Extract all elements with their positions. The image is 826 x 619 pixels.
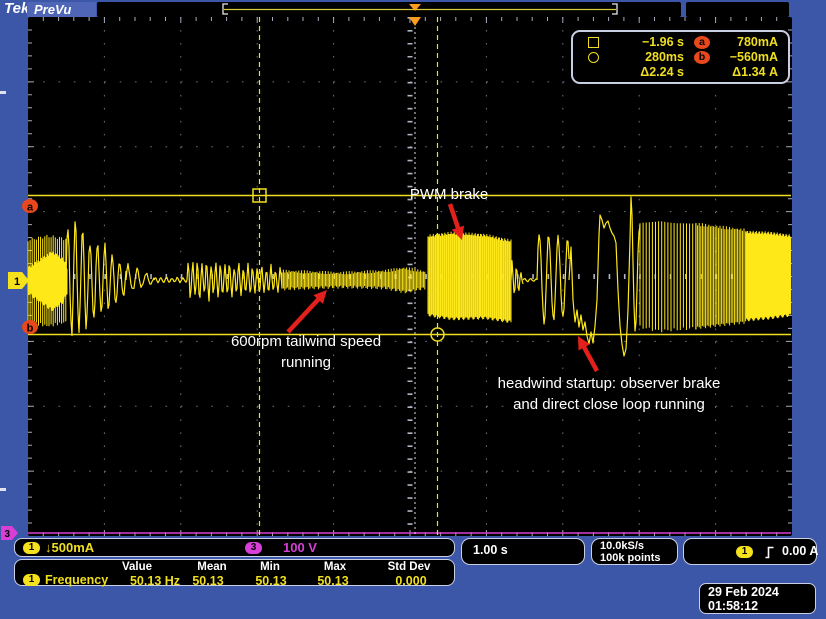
meas-row-value: 50.13 Hz bbox=[129, 574, 181, 588]
cursor-1-square-marker[interactable] bbox=[252, 188, 267, 203]
record-right-bracket bbox=[612, 3, 618, 15]
annotation-arrow bbox=[581, 344, 599, 373]
meas-header-min: Min bbox=[260, 561, 280, 573]
frame-tick-top bbox=[0, 91, 6, 94]
cursor-2-circle-marker[interactable] bbox=[430, 327, 445, 342]
ch1-trace bbox=[65, 196, 641, 357]
trigger-t-marker-icon bbox=[409, 17, 421, 26]
cursor-b-readout-badge: b bbox=[694, 51, 710, 64]
meas-row-name: Frequency bbox=[45, 573, 109, 587]
record-left-bracket bbox=[222, 3, 228, 15]
ch1-scale-readout[interactable]: ↓500mA bbox=[45, 540, 95, 555]
ch3-badge[interactable]: 3 bbox=[245, 542, 262, 554]
meas-header-mean: Mean bbox=[197, 561, 227, 573]
horizontal-scale-box[interactable]: 1.00 s bbox=[461, 538, 585, 565]
cursor-b-badge-label: b bbox=[27, 323, 34, 335]
sample-rate-readout: 10.0kS/s bbox=[600, 540, 645, 552]
ch1-position-marker[interactable] bbox=[8, 272, 29, 289]
annotation-pwm-brake: PWM brake bbox=[409, 186, 489, 203]
annotation-tailwind: 600rpm tailwind speed running bbox=[212, 331, 400, 373]
frame-tick-bottom bbox=[0, 488, 6, 491]
cursor-readout-box: −1.96 s a 780mA 280ms b −560mA Δ2.24 s Δ… bbox=[571, 30, 790, 84]
meas-row-ch-badge: 1 bbox=[23, 574, 40, 586]
cursor-b-value: −560mA bbox=[729, 50, 778, 64]
trigger-level-readout: 0.00 A bbox=[782, 544, 819, 558]
rising-edge-icon bbox=[765, 546, 774, 559]
cursor-a-badge-label: a bbox=[27, 202, 34, 214]
cursor-a-badge bbox=[22, 199, 38, 213]
cursor-2-time: 280ms bbox=[645, 50, 684, 64]
cursor-a-value: 780mA bbox=[737, 35, 778, 49]
record-trigger-marker-icon bbox=[409, 4, 421, 11]
ch3-position-marker[interactable] bbox=[1, 526, 18, 540]
tek-logo: Tek bbox=[4, 0, 30, 17]
datetime-box: 29 Feb 2024 01:58:12 bbox=[699, 583, 816, 614]
meas-row-mean: 50.13 bbox=[192, 574, 224, 588]
cursor-delta-time: Δ2.24 s bbox=[640, 65, 684, 79]
meas-header-max: Max bbox=[323, 561, 347, 573]
meas-header-stddev: Std Dev bbox=[387, 561, 431, 573]
annotation-headwind-line2: and direct close loop running bbox=[513, 396, 705, 413]
annotation-arrow bbox=[447, 203, 461, 231]
cursor-1-square-icon bbox=[588, 37, 599, 48]
annotation-arrowhead-icon bbox=[451, 225, 465, 240]
cursor-b-badge bbox=[22, 320, 38, 334]
acquisition-box[interactable]: 10.0kS/s 100k points bbox=[591, 538, 678, 565]
trigger-box[interactable]: 1 0.00 A bbox=[683, 538, 819, 565]
channel-scale-bar: 1 ↓500mA 3 100 V bbox=[14, 538, 455, 557]
cursor-2-circle-icon bbox=[588, 52, 599, 63]
ch1-position-marker-label: 1 bbox=[14, 276, 20, 288]
top-right-strip bbox=[686, 2, 789, 17]
date-readout: 29 Feb 2024 bbox=[708, 585, 779, 599]
cursor-a-readout-badge: a bbox=[694, 36, 710, 49]
meas-row-max: 50.13 bbox=[317, 574, 349, 588]
ch3-scale-readout[interactable]: 100 V bbox=[283, 540, 317, 555]
measurement-table: Value Mean Min Max Std Dev 1 Frequency 5… bbox=[14, 559, 455, 588]
cursor-1-time: −1.96 s bbox=[641, 35, 684, 49]
ch1-badge[interactable]: 1 bbox=[23, 542, 40, 554]
meas-header-value: Value bbox=[121, 561, 153, 573]
cursor-markers: a b 1 3 bbox=[1, 17, 445, 540]
meas-row-stddev: 0.000 bbox=[395, 574, 427, 588]
meas-row-min: 50.13 bbox=[255, 574, 287, 588]
annotation-tailwind-line1: 600rpm tailwind speed bbox=[230, 333, 382, 350]
annotation-arrowhead-icon bbox=[578, 336, 590, 351]
time-readout: 01:58:12 bbox=[708, 599, 759, 613]
time-per-div-readout: 1.00 s bbox=[473, 543, 508, 557]
annotation-arrowhead-icon bbox=[313, 290, 327, 304]
trigger-source-badge: 1 bbox=[736, 546, 753, 558]
acquisition-mode-label: PreVu bbox=[27, 2, 96, 17]
annotation-headwind: headwind startup: observer brake and dir… bbox=[484, 373, 734, 415]
record-view bbox=[222, 3, 618, 15]
cursor-delta-value: Δ1.34 A bbox=[732, 65, 778, 79]
record-length-readout: 100k points bbox=[600, 552, 661, 564]
annotation-arrow bbox=[286, 296, 322, 334]
ch1-trace-dense bbox=[27, 221, 792, 333]
annotation-tailwind-line2: running bbox=[280, 354, 332, 371]
ch3-position-marker-label: 3 bbox=[5, 529, 11, 540]
annotation-headwind-line1: headwind startup: observer brake bbox=[497, 375, 721, 392]
